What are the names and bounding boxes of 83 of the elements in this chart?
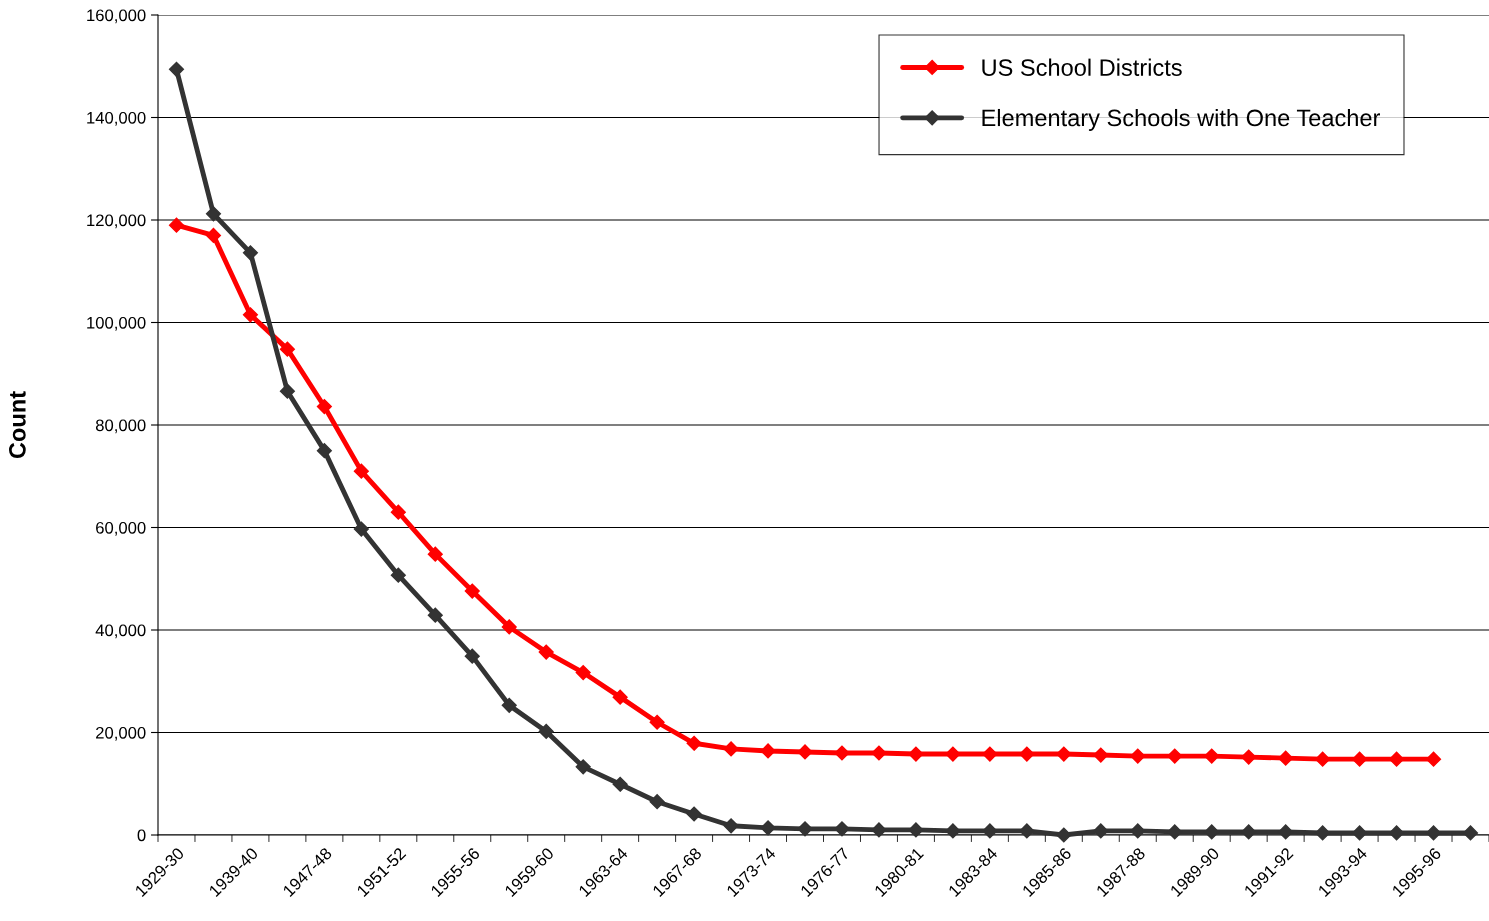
point — [871, 745, 887, 761]
point — [390, 504, 406, 520]
point — [908, 822, 924, 838]
y-tick-label: 140,000 — [87, 111, 146, 126]
point — [1388, 751, 1405, 767]
point — [1315, 751, 1331, 767]
point — [1019, 746, 1035, 762]
point — [1425, 825, 1442, 841]
y-tick-label: 120,000 — [87, 214, 146, 229]
point — [760, 743, 776, 759]
point — [575, 664, 591, 681]
point — [242, 307, 259, 323]
point — [686, 735, 702, 751]
point — [1204, 824, 1220, 840]
point — [205, 227, 222, 243]
point — [1241, 824, 1257, 840]
point — [1462, 825, 1479, 841]
point — [353, 463, 369, 479]
point — [279, 383, 295, 399]
point — [723, 741, 739, 757]
point — [316, 398, 332, 415]
y-tick-label: 40,000 — [95, 624, 146, 639]
point — [834, 821, 850, 837]
point — [316, 443, 332, 459]
point — [945, 823, 961, 839]
point — [538, 723, 554, 740]
point — [649, 714, 665, 730]
point — [797, 821, 813, 837]
point — [1204, 748, 1220, 764]
point — [464, 583, 480, 599]
point — [427, 607, 443, 623]
y-tick-label: 160,000 — [87, 9, 146, 24]
point — [982, 746, 998, 762]
point — [834, 745, 850, 761]
point — [501, 619, 517, 635]
point — [501, 697, 517, 713]
point — [1093, 823, 1109, 839]
y-axis-title: Count — [9, 391, 26, 459]
point — [612, 776, 628, 792]
point — [686, 806, 702, 822]
point — [871, 822, 887, 838]
point — [205, 206, 222, 222]
point — [723, 818, 739, 834]
point — [1315, 825, 1331, 841]
point — [353, 521, 369, 537]
point — [797, 744, 813, 760]
point — [1130, 748, 1146, 764]
legend-label: Elementary Schools with One Teacher — [982, 108, 1381, 131]
point — [908, 746, 924, 762]
point — [279, 341, 295, 357]
point — [1278, 824, 1294, 840]
point — [1167, 748, 1183, 764]
point — [1388, 825, 1405, 841]
point — [1056, 746, 1072, 762]
point — [1056, 827, 1072, 843]
point — [1167, 824, 1183, 840]
point — [1278, 750, 1294, 766]
point — [945, 746, 961, 762]
point — [612, 689, 628, 705]
point — [649, 794, 665, 810]
y-tick-label: 0 — [137, 829, 146, 842]
point — [1019, 823, 1035, 839]
point — [1352, 751, 1368, 767]
point — [1425, 751, 1442, 767]
y-tick-label: 20,000 — [96, 726, 146, 741]
point — [1130, 823, 1146, 839]
point — [242, 245, 259, 261]
y-tick-label: 60,000 — [96, 521, 146, 536]
point — [1352, 825, 1368, 841]
point — [760, 820, 776, 836]
y-tick-label: 80,000 — [95, 419, 146, 434]
point — [168, 217, 185, 233]
legend-label: US School Districts — [982, 58, 1182, 76]
point — [1093, 747, 1109, 763]
point — [168, 61, 185, 77]
point — [982, 823, 998, 839]
point — [464, 648, 480, 664]
point — [390, 567, 406, 583]
point — [1241, 749, 1257, 765]
y-tick-label: 100,000 — [87, 316, 146, 331]
point — [427, 546, 443, 562]
point — [575, 759, 591, 775]
point — [538, 644, 554, 660]
